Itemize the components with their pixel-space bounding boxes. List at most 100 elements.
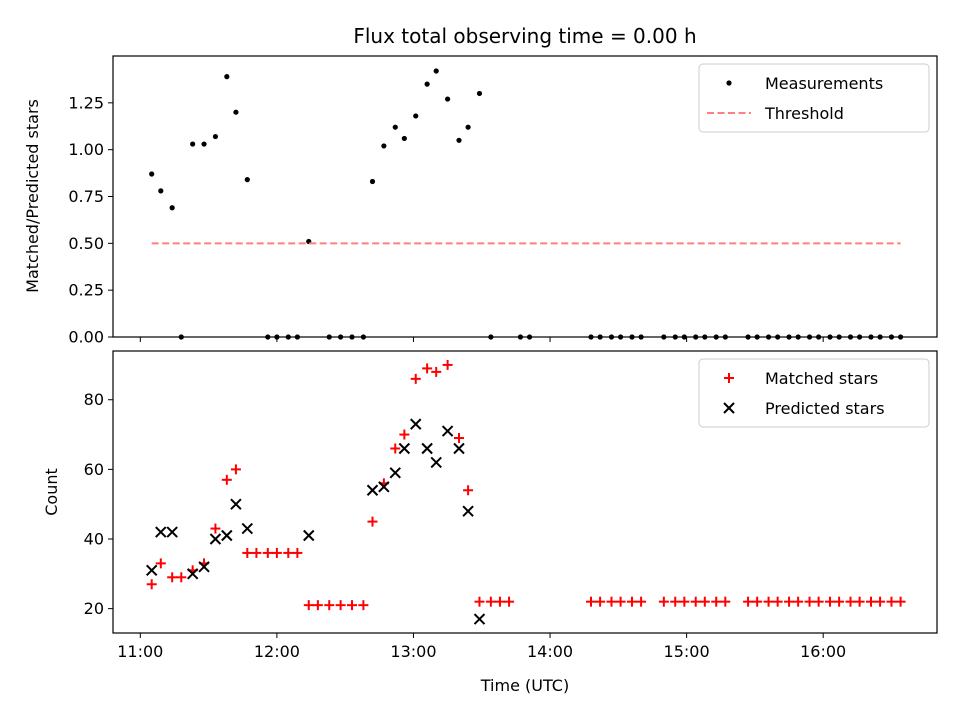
measurement-point [445, 96, 451, 102]
legend-label: Threshold [764, 104, 844, 123]
predicted-star-point [241, 522, 254, 535]
matched-star-point [895, 596, 906, 607]
matched-star-point [711, 596, 722, 607]
legend-box [698, 63, 930, 133]
legend-label: Matched stars [765, 369, 878, 388]
x-b [145, 564, 158, 577]
matched-star-point [658, 596, 669, 607]
y-tick-label: 40 [84, 530, 104, 549]
predicted-star-point [410, 418, 422, 430]
legend-box [698, 358, 930, 428]
matched-star-point [251, 547, 262, 558]
measurement-point [212, 133, 219, 140]
matched-star-point [626, 596, 637, 607]
measurement-point [381, 143, 387, 149]
matched-star-point [347, 600, 358, 611]
x-b [166, 526, 178, 538]
y-axis-label-top: Matched/Predicted stars [23, 99, 42, 293]
matched-star-point [615, 596, 626, 607]
x-b [462, 505, 474, 517]
legend-bottom: Matched stars Predicted stars [698, 358, 930, 428]
panel-ratio: Flux total observing time = 0.00 h 0.00 0… [23, 24, 938, 347]
y-tick-label: 0.75 [68, 187, 104, 206]
x-b [453, 442, 465, 455]
x-b [410, 418, 422, 430]
legend-swatch-measurements [726, 80, 732, 86]
x-tick-label: 15:00 [664, 642, 710, 661]
matched-star-point [155, 558, 166, 569]
matched-star-point [743, 596, 754, 607]
matched-star-point [292, 547, 303, 558]
matched-star-point [431, 366, 442, 377]
predicted-star-point [221, 529, 233, 542]
matched-star-point [865, 596, 876, 607]
matched-star-point [283, 547, 294, 558]
measurement-point [401, 135, 407, 142]
y-tick-label: 20 [84, 599, 104, 618]
matched-star-point [303, 600, 314, 611]
x-tick-label: 14:00 [527, 642, 573, 661]
chart-title: Flux total observing time = 0.00 h [353, 24, 696, 48]
measurement-point [158, 188, 164, 194]
predicted-star-point [186, 568, 199, 580]
x-b [366, 484, 379, 496]
matched-star-point [772, 596, 783, 607]
matched-star-point [834, 596, 845, 607]
x-axis-label: Time (UTC) [480, 676, 569, 695]
measurement-point [465, 124, 471, 130]
matched-star-point [442, 359, 453, 370]
x-b [473, 613, 486, 625]
y-tick-label: 0.25 [68, 281, 104, 300]
y-tick-label: 1.25 [68, 93, 104, 112]
predicted-star-point [230, 498, 242, 510]
x-tick-label: 12:00 [254, 642, 300, 661]
measurement-point [201, 141, 207, 147]
matched-star-point [242, 547, 253, 558]
matched-star-point [595, 596, 606, 607]
predicted-star-point [441, 425, 454, 437]
x-b [421, 442, 433, 455]
panel-counts: 11:00 12:00 13:00 14:00 15:00 16:00 20 40 60 80 C… [42, 350, 938, 695]
matched-star-point [636, 596, 647, 607]
predicted-star-point [430, 456, 442, 469]
measurement-point [244, 177, 250, 183]
predicted-star-point [366, 484, 379, 496]
matched-star-point [752, 596, 763, 607]
matched-star-point [804, 596, 815, 607]
matched-star-point [410, 373, 421, 384]
predicted-star-point [453, 442, 465, 455]
matched-star-point [679, 596, 690, 607]
predicted-star-point [462, 505, 474, 517]
matched-star-point [474, 596, 485, 607]
measurement-point [369, 178, 376, 185]
matched-star-point [763, 596, 774, 607]
matched-star-point [845, 596, 856, 607]
matched-star-point [793, 596, 804, 607]
matched-star-point [813, 596, 824, 607]
matched-star-point [390, 443, 401, 454]
y-tick-label: 0.00 [68, 328, 104, 347]
matched-star-point [176, 572, 187, 583]
matched-star-point [324, 600, 335, 611]
legend-label: Measurements [765, 74, 883, 93]
matched-star-point [367, 516, 378, 527]
matched-star-point [230, 464, 241, 475]
x-b [209, 533, 222, 545]
matched-star-point [271, 547, 282, 558]
plot-frame-bottom [112, 350, 938, 634]
matched-star-point [699, 596, 710, 607]
predicted-star-point [303, 529, 315, 542]
x-tick-label: 11:00 [117, 642, 163, 661]
x-b [430, 456, 442, 469]
x-b [221, 529, 233, 542]
predicted-star-point [155, 526, 167, 538]
matched-star-point [167, 572, 178, 583]
matched-star-point [210, 523, 221, 534]
measurement-point [233, 109, 239, 115]
matched-star-point [463, 485, 474, 496]
matched-star-point [690, 596, 701, 607]
x-b [241, 522, 254, 535]
predicted-star-point [398, 442, 411, 455]
measurement-point [456, 137, 462, 143]
